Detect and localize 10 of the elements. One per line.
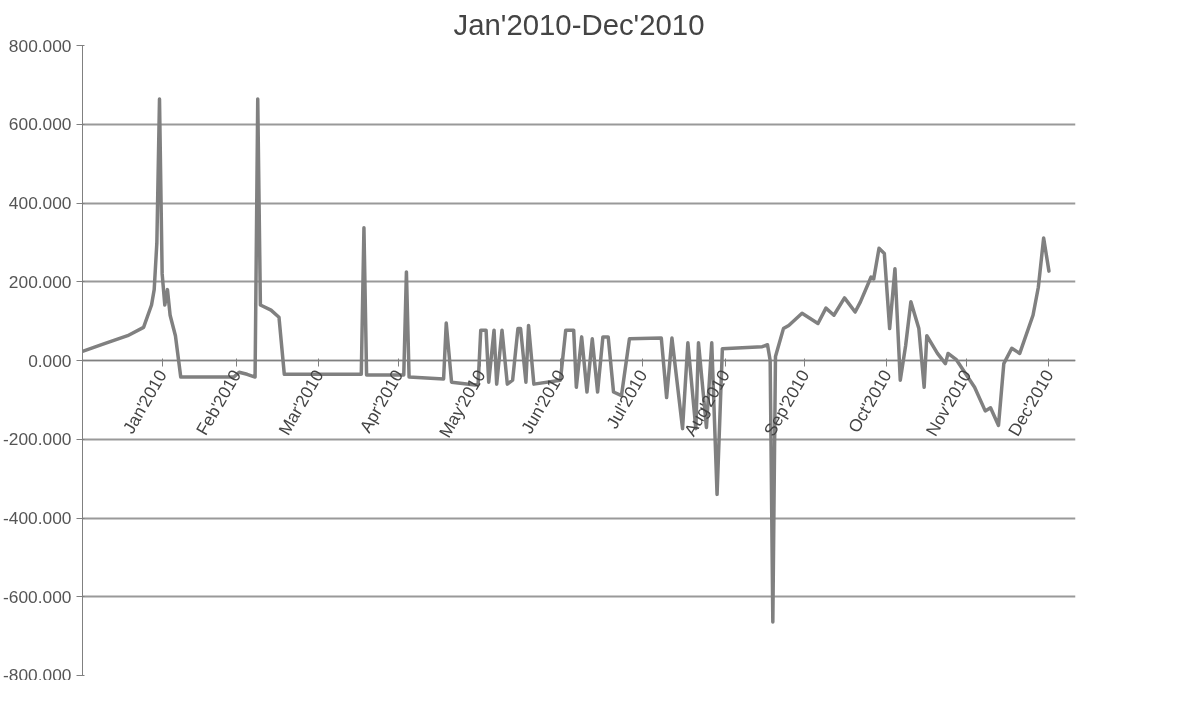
y-tick-label: 600.000 (8, 114, 72, 135)
y-tick-label: -400.000 (3, 508, 72, 528)
y-tick-label: -600.000 (3, 586, 72, 607)
y-tick-label: -800.000 (3, 664, 72, 685)
y-tick-label: 400.000 (8, 193, 72, 213)
y-tick-label: 0.000 (28, 350, 72, 371)
y-tick-label: 200.000 (8, 271, 72, 292)
y-tick-label: -200.000 (3, 429, 72, 450)
chart-title: Jan'2010-Dec'2010 (453, 7, 705, 41)
y-tick-label: 800.000 (8, 35, 72, 56)
